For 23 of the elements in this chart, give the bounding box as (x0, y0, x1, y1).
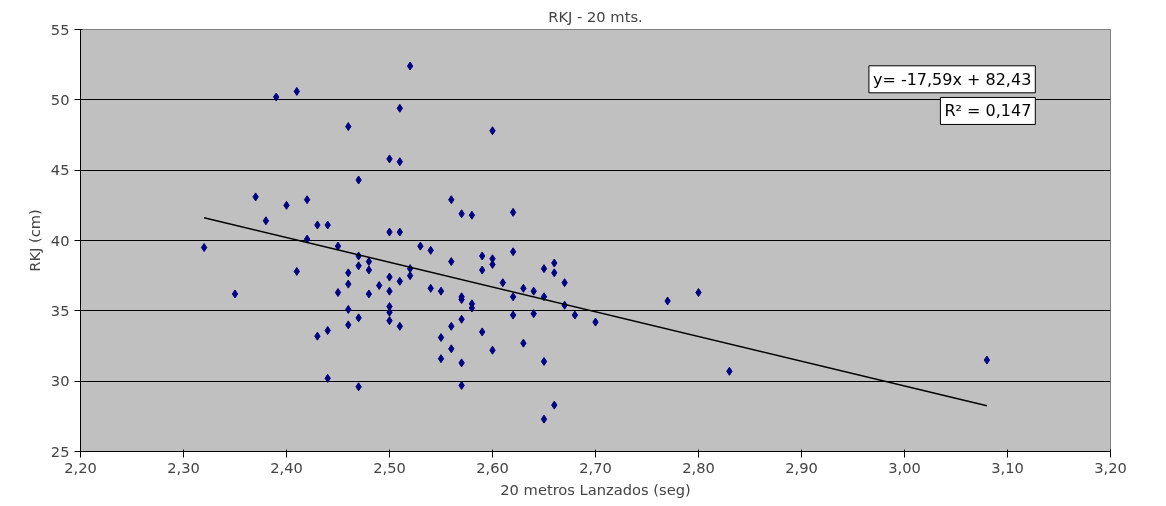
x-tick-label: 2,50 (373, 458, 406, 476)
y-tick-label: 55 (50, 20, 70, 38)
x-tick-label: 2,40 (270, 458, 303, 476)
x-tick-label: 2,20 (64, 458, 97, 476)
y-tick-label: 40 (50, 231, 70, 249)
y-tick-label: 45 (50, 161, 70, 179)
x-axis-title: 20 metros Lanzados (seg) (500, 480, 691, 498)
x-tick-label: 2,70 (579, 458, 612, 476)
annotation: R² = 0,147 (944, 101, 1032, 121)
x-tick-label: 3,10 (991, 458, 1024, 476)
y-axis-title: RKJ (cm) (25, 209, 43, 272)
annotation: y= -17,59x + 82,43 (872, 69, 1032, 89)
x-tick-label: 2,90 (785, 458, 818, 476)
x-tick-label: 2,60 (476, 458, 509, 476)
x-tick-label: 3,00 (888, 458, 921, 476)
x-tick-label: 2,30 (167, 458, 200, 476)
y-tick-label: 35 (50, 301, 70, 319)
y-tick-label: 30 (50, 372, 70, 390)
x-tick-label: 3,20 (1094, 458, 1127, 476)
x-tick-label: 2,80 (682, 458, 715, 476)
y-tick-label: 50 (50, 90, 70, 108)
chart-title: RKJ - 20 mts. (548, 7, 643, 25)
y-tick-label: 25 (50, 442, 70, 460)
